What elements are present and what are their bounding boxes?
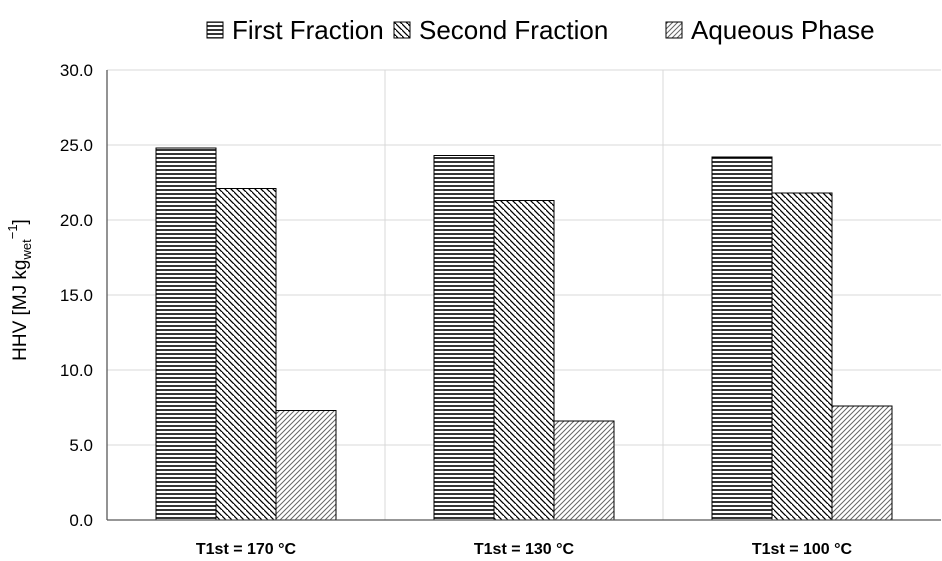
bar-aqueous-phase xyxy=(831,405,893,521)
bar-aqueous-phase xyxy=(275,410,337,521)
bar-first-fraction xyxy=(155,147,217,521)
y-tick-label: 20.0 xyxy=(60,211,93,230)
bar-second-fraction xyxy=(771,192,833,521)
y-tick-label: 25.0 xyxy=(60,136,93,155)
y-tick-labels: 0.0 5.0 10.0 15.0 20.0 25.0 30.0 xyxy=(60,61,93,530)
y-axis-title-main: HHV [MJ kg xyxy=(10,259,31,360)
y-axis-title-close: ] xyxy=(10,219,31,224)
category-label: T1st = 130 °C xyxy=(474,541,575,558)
legend-label: Second Fraction xyxy=(419,15,608,45)
axes xyxy=(106,70,941,521)
y-axis-title-sub: wet xyxy=(19,239,34,261)
y-tick-label: 30.0 xyxy=(60,61,93,80)
legend-label: Aqueous Phase xyxy=(691,15,875,45)
category-label: T1st = 100 °C xyxy=(752,541,853,558)
bars xyxy=(155,147,893,521)
bar-first-fraction xyxy=(433,155,495,521)
y-axis-title: HHV [MJ kgwet−1] xyxy=(5,219,34,361)
bar-aqueous-phase xyxy=(553,420,615,521)
y-tick-label: 0.0 xyxy=(69,511,93,530)
bar-second-fraction xyxy=(215,188,277,521)
y-tick-label: 5.0 xyxy=(69,436,93,455)
y-tick-label: 15.0 xyxy=(60,286,93,305)
legend-label: First Fraction xyxy=(232,15,384,45)
legend-swatch xyxy=(206,21,224,39)
y-tick-label: 10.0 xyxy=(60,361,93,380)
legend-swatch xyxy=(393,21,411,39)
category-labels: T1st = 170 °C T1st = 130 °C T1st = 100 °C xyxy=(196,541,853,558)
category-label: T1st = 170 °C xyxy=(196,541,297,558)
legend: First Fraction Second Fraction Aqueous Pha… xyxy=(206,15,875,45)
bar-first-fraction xyxy=(711,156,773,521)
bar-second-fraction xyxy=(493,200,555,521)
legend-swatch xyxy=(665,21,683,39)
y-axis-title-sup: −1 xyxy=(5,224,20,239)
